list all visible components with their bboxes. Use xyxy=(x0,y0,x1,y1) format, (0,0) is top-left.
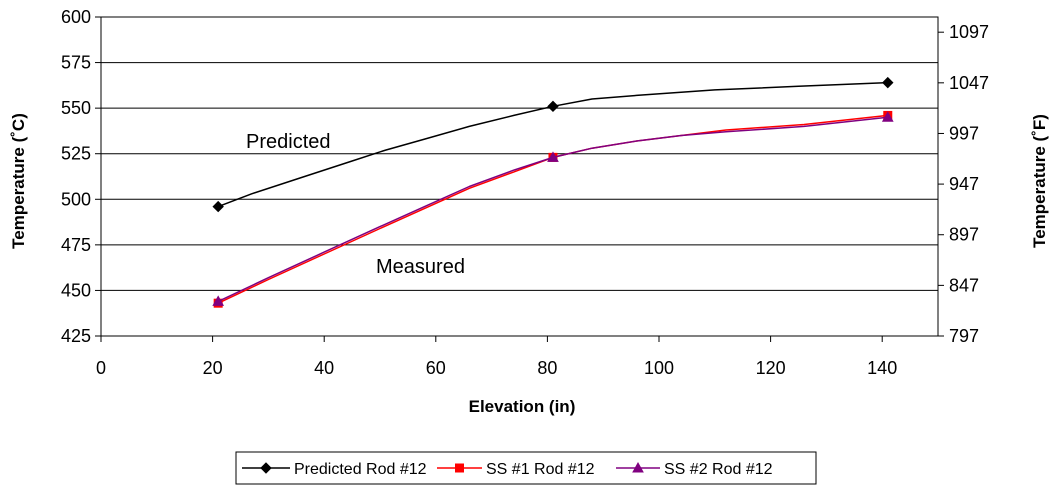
annotation-measured: Measured xyxy=(376,256,465,278)
legend-box xyxy=(235,451,817,485)
legend-label-ss2: SS #2 Rod #12 xyxy=(664,461,773,478)
legend-marker-2 xyxy=(632,461,644,473)
series-line-1 xyxy=(217,114,888,304)
y2-tick-label: 897 xyxy=(949,225,979,245)
legend-marker-1 xyxy=(455,463,464,473)
legend: Predicted Rod #12 SS #1 Rod #12 SS #2 Ro… xyxy=(235,451,817,485)
y-tick-label: 475 xyxy=(61,235,91,255)
x-tick-label: 20 xyxy=(203,358,223,378)
series-line-2 xyxy=(217,116,888,303)
legend-markers xyxy=(242,461,660,474)
data-point-s2-0 xyxy=(212,295,225,306)
y-tick-label: 450 xyxy=(61,280,91,300)
x-tick-label: 0 xyxy=(96,358,106,378)
x-tick-label: 60 xyxy=(426,358,446,378)
y2-tick-label: 947 xyxy=(949,174,979,194)
x-tick-label: 80 xyxy=(537,358,557,378)
x-axis-title: Elevation (in) xyxy=(469,397,576,416)
data-point-s0-1 xyxy=(547,100,559,113)
y2-tick-label: 997 xyxy=(949,123,979,143)
data-point-s0-2 xyxy=(882,76,894,89)
y2-tick-label: 847 xyxy=(949,275,979,295)
y-tick-label: 575 xyxy=(61,53,91,73)
x-tick-label: 100 xyxy=(644,358,674,378)
series-line-0 xyxy=(217,81,888,208)
legend-label-ss1: SS #1 Rod #12 xyxy=(486,461,595,478)
series-lines xyxy=(212,76,894,308)
data-point-s2-2 xyxy=(881,111,894,122)
data-point-s2-1 xyxy=(547,151,559,162)
y2-tick-label: 1047 xyxy=(949,73,989,93)
y2-axis-title: Temperature (˚F) xyxy=(1030,114,1049,248)
x-tick-label: 140 xyxy=(867,358,897,378)
legend-label-predicted: Predicted Rod #12 xyxy=(294,461,427,478)
gridlines xyxy=(101,62,938,291)
annotation-predicted: Predicted xyxy=(246,131,331,153)
x-tick-label: 120 xyxy=(756,358,786,378)
y2-tick-label: 797 xyxy=(949,326,979,346)
data-point-s0-0 xyxy=(212,200,224,213)
plot-area-frame xyxy=(100,16,939,337)
x-tick-label: 40 xyxy=(314,358,334,378)
legend-marker-0 xyxy=(260,462,272,474)
y-tick-label: 550 xyxy=(61,98,91,118)
y2-tick-label: 1097 xyxy=(949,22,989,42)
y-tick-label: 500 xyxy=(61,189,91,209)
axis-ticks xyxy=(95,16,944,342)
y-axis-title: Temperature (˚C) xyxy=(9,113,28,249)
tick-labels: 4254504755005255505756007978478979479971… xyxy=(61,7,989,378)
y-tick-label: 600 xyxy=(61,7,91,27)
y-tick-label: 525 xyxy=(61,144,91,164)
y-tick-label: 425 xyxy=(61,326,91,346)
